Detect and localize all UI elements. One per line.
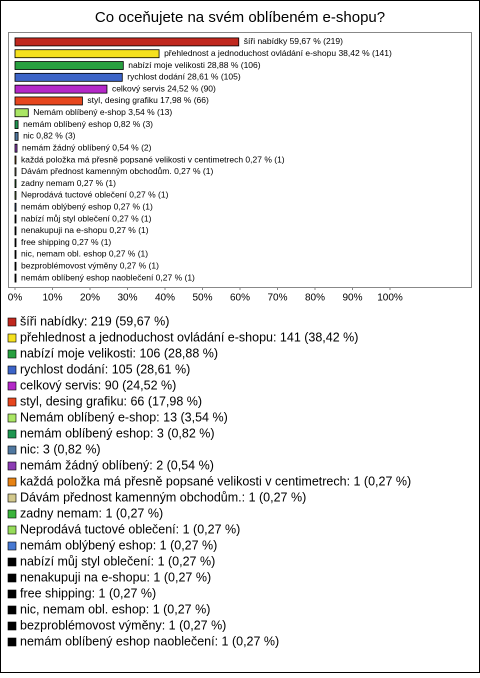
x-tick-label: 60% bbox=[230, 293, 250, 304]
value-label: Dávám přednost kamenným obchodům. 0,27 %… bbox=[21, 166, 213, 176]
bar bbox=[14, 108, 29, 118]
legend-swatch bbox=[7, 621, 17, 631]
legend-swatch bbox=[7, 429, 17, 439]
x-tick-label: 90% bbox=[342, 293, 362, 304]
bar bbox=[14, 143, 18, 153]
value-label: nemám oblíbený eshop naoblečení 0,27 % (… bbox=[21, 272, 195, 282]
value-label: Nemám oblíbený e-shop 3,54 % (13) bbox=[33, 107, 172, 117]
value-label: nic, nemam obl. eshop 0,27 % (1) bbox=[21, 249, 148, 259]
legend-label: Dávám přednost kamenným obchodům.: 1 (0,… bbox=[20, 490, 306, 504]
bar bbox=[14, 96, 83, 106]
legend-label: nabízí moje velikosti: 106 (28,88 %) bbox=[20, 346, 218, 360]
value-label: rychlost dodání 28,61 % (105) bbox=[127, 72, 241, 82]
bar bbox=[14, 37, 240, 47]
legend-label: zadny nemam: 1 (0,27 %) bbox=[20, 506, 163, 520]
bar bbox=[14, 155, 17, 165]
legend-label: každá položka má přesně popsané velikost… bbox=[20, 474, 411, 488]
value-label: nemám žádný oblíbený 0,54 % (2) bbox=[22, 142, 152, 152]
legend-label: nemám žádný oblíbený: 2 (0,54 %) bbox=[20, 458, 214, 472]
legend-label: nenakupuji na e-shopu: 1 (0,27 %) bbox=[20, 570, 211, 584]
legend-swatch bbox=[7, 477, 17, 487]
legend-swatch bbox=[7, 461, 17, 471]
legend-swatch bbox=[7, 637, 17, 647]
legend-swatch bbox=[7, 557, 17, 567]
bar bbox=[14, 261, 17, 271]
legend-label: Nemám oblíbený e-shop: 13 (3,54 %) bbox=[20, 410, 228, 424]
legend-label: nemám oblíbený eshop: 3 (0,82 %) bbox=[20, 426, 215, 440]
legend-label: bezproblémovost výměny: 1 (0,27 %) bbox=[20, 618, 226, 632]
bar bbox=[14, 72, 123, 82]
bar bbox=[14, 250, 17, 259]
legend-swatch bbox=[7, 365, 17, 375]
legend-label: šíři nabídky: 219 (59,67 %) bbox=[20, 314, 169, 328]
value-label: Neprodává tuctové oblečení 0,27 % (1) bbox=[21, 190, 169, 200]
legend-swatch bbox=[7, 589, 17, 599]
legend-label: nic: 3 (0,82 %) bbox=[20, 442, 101, 456]
value-label: styl, desing grafiku 17,98 % (66) bbox=[87, 95, 209, 105]
value-label: bezproblémovost výměny 0,27 % (1) bbox=[21, 261, 159, 271]
value-label: nemám oblíbený eshop 0,82 % (3) bbox=[23, 119, 153, 129]
legend-swatch bbox=[7, 349, 17, 359]
value-label: šíři nabídky 59,67 % (219) bbox=[244, 36, 343, 46]
legend-swatch bbox=[7, 525, 17, 535]
legend-swatch bbox=[7, 333, 17, 343]
bar bbox=[14, 226, 17, 236]
x-tick-label: 10% bbox=[42, 293, 62, 304]
x-tick-label: 0% bbox=[8, 293, 23, 304]
legend-swatch bbox=[7, 397, 17, 407]
legend-label: Neprodává tuctové oblečení: 1 (0,27 %) bbox=[20, 522, 240, 536]
legend-swatch bbox=[7, 317, 17, 327]
bar bbox=[14, 131, 19, 141]
x-tick-label: 30% bbox=[117, 293, 137, 304]
legend-label: nabízí můj styl oblečení: 1 (0,27 %) bbox=[20, 554, 215, 568]
bar bbox=[14, 238, 17, 248]
legend-swatch bbox=[7, 573, 17, 583]
bar bbox=[14, 273, 17, 283]
value-label: nic 0,82 % (3) bbox=[23, 131, 76, 141]
value-label: přehlednost a jednoduchost ovládání e-sh… bbox=[164, 48, 392, 58]
value-label: celkový servis 24,52 % (90) bbox=[112, 83, 216, 93]
legend-label: nic, nemam obl. eshop: 1 (0,27 %) bbox=[20, 602, 210, 616]
bar bbox=[14, 202, 17, 212]
legend-swatch bbox=[7, 413, 17, 423]
bar bbox=[14, 214, 17, 224]
x-tick-label: 80% bbox=[305, 293, 325, 304]
value-label: free shipping 0,27 % (1) bbox=[21, 237, 111, 247]
legend-label: styl, desing grafiku: 66 (17,98 %) bbox=[20, 394, 202, 408]
bar bbox=[14, 61, 124, 70]
value-label: nenakupuji na e-shopu 0,27 % (1) bbox=[21, 225, 149, 235]
bar bbox=[14, 120, 19, 129]
legend-label: nemám oblýbený eshop: 1 (0,27 %) bbox=[20, 538, 217, 552]
legend-swatch bbox=[7, 493, 17, 503]
x-tick-label: 50% bbox=[192, 293, 212, 304]
x-tick-label: 100% bbox=[377, 293, 403, 304]
x-tick-label: 20% bbox=[80, 293, 100, 304]
value-label: nabízí můj styl oblečení 0,27 % (1) bbox=[21, 213, 152, 223]
legend-label: nemám oblíbený eshop naoblečení: 1 (0,27… bbox=[20, 634, 279, 648]
legend-swatch bbox=[7, 445, 17, 455]
legend-label: rychlost dodání: 105 (28,61 %) bbox=[20, 362, 190, 376]
bar bbox=[14, 191, 17, 200]
value-label: zadny nemam 0,27 % (1) bbox=[21, 178, 116, 188]
value-label: nabízí moje velikosti 28,88 % (106) bbox=[128, 60, 260, 70]
bar bbox=[14, 49, 160, 59]
x-tick-label: 70% bbox=[267, 293, 287, 304]
legend-label: přehlednost a jednoduchost ovládání e-sh… bbox=[20, 330, 358, 344]
bar bbox=[14, 167, 17, 177]
legend-swatch bbox=[7, 381, 17, 391]
legend-label: free shipping: 1 (0,27 %) bbox=[20, 586, 156, 600]
chart-title: Co oceňujete na svém oblíbeném e-shopu? bbox=[95, 9, 385, 26]
bar bbox=[14, 179, 17, 189]
legend-swatch bbox=[7, 541, 17, 551]
legend-label: celkový servis: 90 (24,52 %) bbox=[20, 378, 176, 392]
x-tick-label: 40% bbox=[155, 293, 175, 304]
legend-swatch bbox=[7, 605, 17, 615]
legend-swatch bbox=[7, 509, 17, 519]
value-label: nemám oblýbený eshop 0,27 % (1) bbox=[21, 201, 153, 211]
bar bbox=[14, 84, 108, 94]
value-label: každá položka má přesně popsané velikost… bbox=[21, 154, 285, 164]
